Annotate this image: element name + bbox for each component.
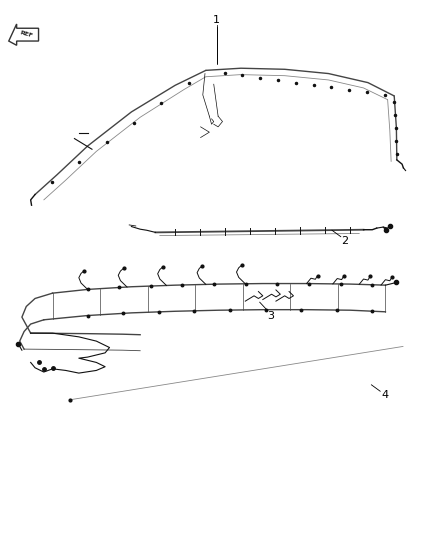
Text: 4: 4 — [381, 391, 388, 400]
Text: 3: 3 — [267, 311, 274, 320]
Text: REF: REF — [19, 30, 33, 39]
Text: 1: 1 — [213, 15, 220, 25]
Text: 2: 2 — [342, 236, 349, 246]
